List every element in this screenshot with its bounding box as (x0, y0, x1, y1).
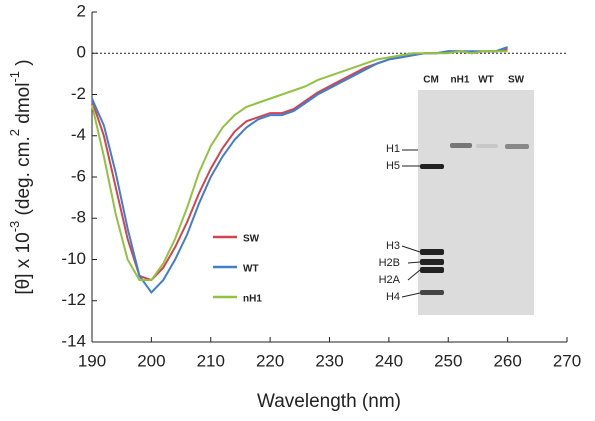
x-tick-label: 210 (197, 351, 225, 370)
band-label: H5 (386, 160, 400, 172)
y-tick-label: 2 (77, 1, 86, 20)
x-axis-label: Wavelength (nm) (257, 391, 401, 412)
y-tick-label: -4 (71, 125, 86, 144)
x-tick-label: 270 (553, 351, 581, 370)
band-label: H1 (386, 143, 400, 155)
x-tick-label: 220 (256, 351, 284, 370)
y-tick-label: 0 (77, 43, 86, 62)
band (420, 249, 444, 255)
band (505, 144, 529, 149)
y-label-part: -3 (7, 221, 22, 233)
legend-label: SW (243, 234, 260, 245)
x-tick-label: 230 (315, 351, 343, 370)
x-tick-label: 190 (78, 351, 106, 370)
band-label: H4 (386, 291, 400, 303)
band-label: H2A (379, 274, 401, 286)
y-label-part: 2 (7, 129, 22, 136)
x-tick-label: 250 (434, 351, 462, 370)
band-label: H3 (386, 240, 400, 252)
y-tick-label: -6 (71, 166, 86, 185)
legend-label: nH1 (243, 294, 262, 305)
gel (418, 90, 534, 315)
x-tick-label: 260 (493, 351, 521, 370)
y-label-part: (deg. cm. (13, 136, 34, 220)
lane-label: CM (423, 75, 439, 86)
y-tick-label: -10 (61, 249, 86, 268)
y-tick-label: -12 (61, 290, 86, 309)
band (476, 144, 498, 148)
gel-inset (401, 90, 534, 315)
band (420, 164, 444, 169)
band (420, 259, 444, 265)
band (420, 290, 444, 295)
y-label-part: -1 (7, 71, 22, 83)
x-tick-label: 200 (137, 351, 165, 370)
y-label-part: [θ] x 10 (13, 232, 34, 294)
legend-label: WT (243, 264, 259, 275)
y-tick-label: -8 (71, 208, 86, 227)
y-label-part: dmol (13, 83, 34, 129)
series-line (91, 50, 508, 282)
band (450, 143, 472, 148)
y-label-part: ) (13, 59, 34, 71)
y-tick-label: -2 (71, 84, 86, 103)
lane-label: WT (478, 75, 494, 86)
y-tick-label: -14 (61, 331, 86, 350)
lane-label: SW (508, 75, 525, 86)
band-label: H2B (379, 257, 400, 269)
lane-label: nH1 (451, 75, 470, 86)
x-tick-label: 240 (375, 351, 403, 370)
y-axis-label: [θ] x 10-3 (deg. cm.2 dmol-1 ) (7, 59, 34, 294)
band (420, 267, 444, 273)
